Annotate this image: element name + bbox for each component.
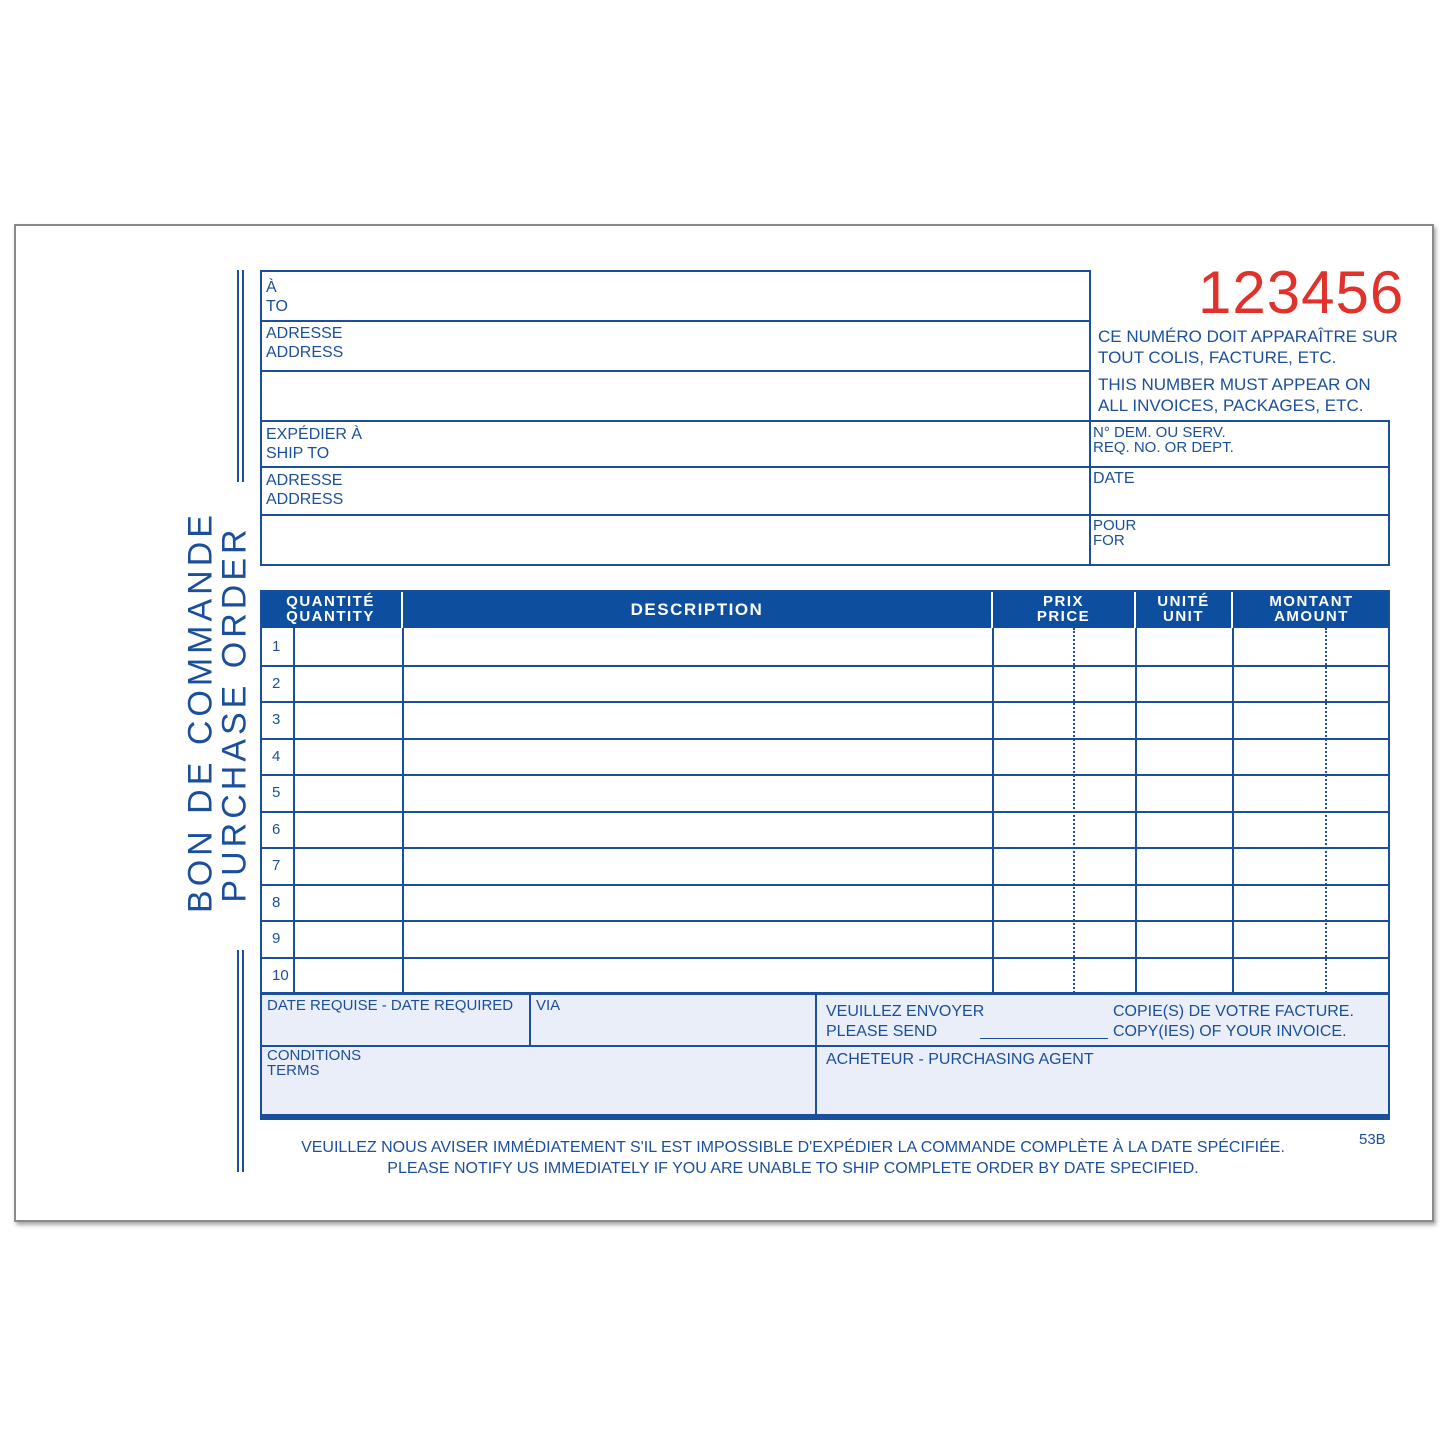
- ship-to-field[interactable]: EXPÉDIER À SHIP TO: [266, 426, 363, 462]
- ship-address-field[interactable]: ADRESSE ADDRESS: [266, 472, 344, 508]
- notice-en: THIS NUMBER MUST APPEAR ON ALL INVOICES, …: [1098, 375, 1371, 415]
- header-quantity: QUANTITÉ QUANTITY: [260, 590, 403, 628]
- copies-count-field[interactable]: [980, 1038, 1108, 1039]
- divider: [260, 320, 1090, 322]
- divider: [260, 466, 1390, 468]
- row-number: 1: [272, 638, 281, 655]
- table-row[interactable]: 2: [262, 665, 1388, 702]
- row-number: 2: [272, 674, 281, 692]
- header-amount: MONTANT AMOUNT: [1233, 590, 1390, 628]
- table-row[interactable]: 5: [262, 774, 1388, 811]
- terms-field[interactable]: CONDITIONS TERMS: [267, 1047, 362, 1079]
- table-row[interactable]: 3: [262, 701, 1388, 738]
- row-divider: [260, 883, 1388, 886]
- header-price: PRIX PRICE: [993, 590, 1136, 628]
- please-send-label: VEUILLEZ ENVOYER PLEASE SEND: [826, 1003, 985, 1040]
- table-row[interactable]: 9: [262, 920, 1388, 957]
- to-field[interactable]: À TO: [266, 279, 288, 315]
- header-description: DESCRIPTION: [403, 590, 993, 628]
- row-divider: [260, 847, 1388, 849]
- row-number: 6: [272, 820, 281, 838]
- address-line-2[interactable]: [262, 372, 1088, 418]
- request-box: [1089, 420, 1390, 566]
- row-divider: [260, 737, 1388, 740]
- row-number: 5: [272, 784, 281, 801]
- table-row[interactable]: 8: [262, 884, 1388, 921]
- row-number: 3: [272, 711, 281, 728]
- notice-fr: CE NUMÉRO DOIT APPARAÎTRE SUR TOUT COLIS,…: [1098, 327, 1398, 367]
- copies-label: COPIE(S) DE VOTRE FACTURE. COPY(IES) OF Y…: [1113, 1003, 1354, 1040]
- row-divider: [260, 956, 1388, 959]
- form-code: 53B: [1359, 1131, 1386, 1148]
- ship-address-line-2[interactable]: [262, 516, 1088, 564]
- divider: [260, 514, 1390, 516]
- divider: [260, 420, 1390, 422]
- row-divider: [260, 664, 1388, 667]
- date-required-field[interactable]: DATE REQUISE - DATE REQUIRED: [267, 997, 514, 1014]
- table-row[interactable]: 7: [262, 847, 1388, 884]
- title-en: PURCHASE ORDER: [215, 525, 254, 903]
- row-divider: [260, 810, 1388, 813]
- for-field[interactable]: POUR FOR: [1093, 517, 1137, 549]
- divider: [815, 993, 817, 1115]
- row-divider: [260, 920, 1388, 922]
- purchasing-agent-field[interactable]: ACHETEUR - PURCHASING AGENT: [826, 1051, 1094, 1068]
- row-number: 10: [272, 966, 289, 984]
- table-row[interactable]: 4: [262, 738, 1388, 775]
- divider: [260, 370, 1090, 372]
- terms-section: [260, 993, 1390, 1120]
- divider: [237, 270, 239, 482]
- address-box: [260, 270, 1091, 566]
- req-no-field[interactable]: N° DEM. OU SERV. REQ. NO. OR DEPT.: [1093, 424, 1234, 456]
- row-number: 8: [272, 893, 281, 911]
- row-divider: [260, 774, 1388, 776]
- row-divider: [260, 701, 1388, 703]
- via-field[interactable]: VIA: [536, 997, 561, 1014]
- footer-notice: VEUILLEZ NOUS AVISER IMMÉDIATEMENT S'IL …: [301, 1139, 1285, 1177]
- table-row[interactable]: 6: [262, 811, 1388, 848]
- row-number: 4: [272, 747, 281, 765]
- divider: [242, 270, 244, 482]
- address-field[interactable]: ADRESSE ADDRESS: [266, 325, 344, 361]
- divider: [529, 993, 531, 1045]
- table-row[interactable]: 10: [262, 957, 1388, 994]
- row-number: 7: [272, 857, 281, 874]
- po-number: 123456: [1198, 259, 1405, 326]
- row-number: 9: [272, 930, 281, 947]
- header-unit: UNITÉ UNIT: [1136, 590, 1233, 628]
- date-field[interactable]: DATE: [1093, 470, 1135, 487]
- divider: [237, 950, 239, 1172]
- divider: [242, 950, 244, 1172]
- divider: [260, 1045, 1388, 1047]
- table-row[interactable]: 1: [262, 628, 1388, 665]
